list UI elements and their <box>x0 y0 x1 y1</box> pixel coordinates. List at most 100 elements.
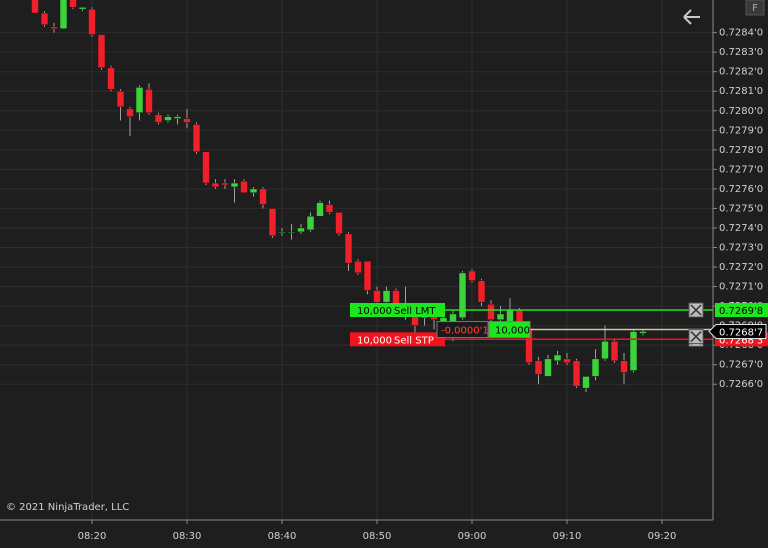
candle-body <box>145 89 153 113</box>
candle-body <box>126 108 134 117</box>
x-tick-label: 09:20 <box>648 531 677 542</box>
f-button[interactable] <box>745 0 765 16</box>
candle-body <box>373 290 381 303</box>
candle-body <box>202 151 210 184</box>
candle-body <box>259 188 267 205</box>
candle-body <box>173 116 182 119</box>
candle-body <box>268 208 277 237</box>
y-tick-label: 0.7284'0 <box>719 28 763 39</box>
candle-body <box>582 376 590 389</box>
candle-body <box>287 231 296 234</box>
order-quantity: 10,000 <box>357 335 392 346</box>
y-tick-label: 0.7281'0 <box>719 86 763 97</box>
y-tick-label: 0.7280'0 <box>719 106 763 117</box>
order-quantity: 10,000 <box>357 306 392 317</box>
candle-body <box>88 8 96 35</box>
candle-body <box>211 182 220 188</box>
x-tick-label: 08:50 <box>363 531 392 542</box>
y-tick-label: 0.7273'0 <box>719 242 763 253</box>
candle-body <box>544 358 552 377</box>
candle-body <box>354 260 362 274</box>
x-tick-label: 09:10 <box>553 531 582 542</box>
candle-body <box>97 34 106 69</box>
candle-body <box>534 360 543 375</box>
candle-body <box>116 90 125 108</box>
y-tick-label: 0.7271'0 <box>719 282 763 293</box>
order-price-label: 0.7269'8 <box>719 306 763 317</box>
order-price-tag <box>715 303 768 318</box>
axis-labels: 0.7266'00.7267'00.7268'00.7269'00.7270'0… <box>78 28 768 542</box>
candle-body <box>620 360 628 373</box>
candle-body <box>183 118 191 123</box>
y-tick-label: 0.7279'0 <box>719 125 763 136</box>
candles <box>31 0 647 393</box>
candle-body <box>610 341 619 362</box>
y-tick-label: 0.7275'0 <box>719 203 763 214</box>
back-arrow[interactable] <box>683 9 700 25</box>
f-button-label: F <box>752 3 758 14</box>
candle-body <box>325 204 334 213</box>
order-cancel-icon <box>690 304 702 316</box>
candle-body <box>468 270 476 281</box>
candle-body <box>107 67 115 90</box>
plot-area <box>0 0 713 520</box>
candle-body <box>601 341 609 360</box>
y-tick-label: 0.7267'0 <box>719 360 763 371</box>
order-name: Sell LMT <box>394 306 436 317</box>
last-price-tag <box>708 323 767 339</box>
candle-body <box>192 124 201 153</box>
candle-body <box>230 182 239 188</box>
order-label-box[interactable] <box>350 303 445 318</box>
last-price-label: 0.7268'7 <box>719 327 763 338</box>
candle-body <box>135 87 144 113</box>
x-tick-label: 08:30 <box>173 531 202 542</box>
candle-body <box>487 303 495 321</box>
position-pnl: -0.0000'1 <box>441 326 489 337</box>
candle-body <box>477 280 486 303</box>
x-tick-label: 08:40 <box>268 531 297 542</box>
candle-body <box>249 188 258 194</box>
candle-body <box>50 26 58 29</box>
candle-body <box>78 6 87 10</box>
y-tick-label: 0.7278'0 <box>719 145 763 156</box>
candle-body <box>221 182 229 186</box>
candle-body <box>382 290 391 303</box>
grid <box>0 0 713 520</box>
y-tick-label: 0.7277'0 <box>719 164 763 175</box>
candle-body <box>31 0 39 14</box>
position-close-icon <box>690 331 702 343</box>
y-tick-label: 0.7266'0 <box>719 379 763 390</box>
y-tick-label: 0.7282'0 <box>719 67 763 78</box>
y-tick-label: 0.7274'0 <box>719 223 763 234</box>
y-tick-label: 0.7283'0 <box>719 47 763 58</box>
x-tick-label: 09:00 <box>458 531 487 542</box>
position-quantity: 10,000 <box>495 326 530 337</box>
candle-body <box>344 233 353 264</box>
order-name: Sell STP <box>394 335 434 346</box>
candle-body <box>563 358 571 363</box>
candle-body <box>449 313 457 322</box>
time-axis <box>0 520 713 548</box>
position-qty-box[interactable] <box>488 321 531 339</box>
candle-body <box>591 358 600 377</box>
candle-body <box>496 313 505 321</box>
copyright: © 2021 NinjaTrader, LLC <box>6 502 129 513</box>
candle-body <box>335 212 343 235</box>
price-axis <box>713 0 768 548</box>
position-pnl-box <box>436 321 489 339</box>
candle-body <box>69 0 77 8</box>
order-label-box[interactable] <box>350 332 445 347</box>
candle-body <box>40 12 49 26</box>
candle-body <box>363 260 372 291</box>
candle-body <box>458 272 467 319</box>
order-price-label: 0.7268'3 <box>719 335 763 346</box>
candle-body <box>297 227 305 233</box>
candle-body <box>553 354 562 362</box>
candle-body <box>278 231 286 234</box>
candle-body <box>240 180 248 194</box>
candle-body <box>154 114 163 123</box>
candle-body <box>639 331 647 334</box>
candle-body <box>59 0 68 29</box>
